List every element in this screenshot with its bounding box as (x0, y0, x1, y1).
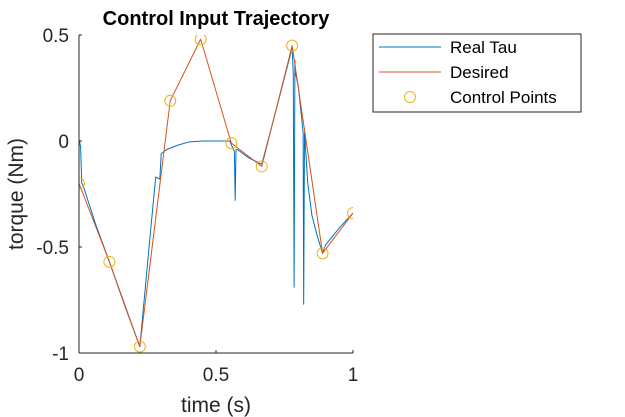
y-axis-label: torque (Nm) (5, 138, 28, 250)
control-point-marker (79, 177, 85, 190)
y-tick-label: 0.5 (43, 26, 69, 47)
y-tick-label: 0 (58, 132, 69, 153)
legend-box (372, 33, 582, 113)
plot-area: 0 0.5 1 0.50-0.5-1 (36, 26, 358, 386)
x-axis-label: time (s) (181, 394, 251, 417)
control-point-marker (255, 160, 268, 173)
control-point-marker (164, 94, 177, 107)
y-tick-label: -1 (52, 344, 69, 365)
control-point-marker (225, 137, 238, 150)
control-point-marker (347, 207, 353, 220)
x-tick-label: 0 (74, 365, 85, 386)
legend-items: Real Tau Desired Control Points (379, 38, 557, 107)
chart-title: Control Input Trajectory (103, 8, 331, 30)
series-line-desired (79, 38, 353, 348)
legend-label-real-tau: Real Tau (450, 38, 517, 57)
x-tick-label: 0.5 (203, 365, 229, 386)
legend-label-control-points: Control Points (450, 88, 557, 107)
legend: Real Tau Desired Control Points (372, 33, 582, 113)
control-point-marker (286, 39, 299, 52)
control-point-marker (103, 255, 116, 268)
control-point-marker (133, 340, 146, 353)
x-tick-label: 1 (348, 365, 359, 386)
legend-label-desired: Desired (450, 63, 509, 82)
legend-swatch-control-points (404, 91, 416, 103)
x-ticks: 0 0.5 1 (74, 350, 359, 386)
y-ticks: 0.5 0 -0.5 -1 (36, 26, 82, 365)
series-layer (79, 35, 353, 353)
plot-background (79, 35, 353, 353)
control-point-marker (316, 247, 329, 260)
control-point-marker (194, 35, 207, 46)
y-tick-label: -0.5 (36, 238, 69, 259)
